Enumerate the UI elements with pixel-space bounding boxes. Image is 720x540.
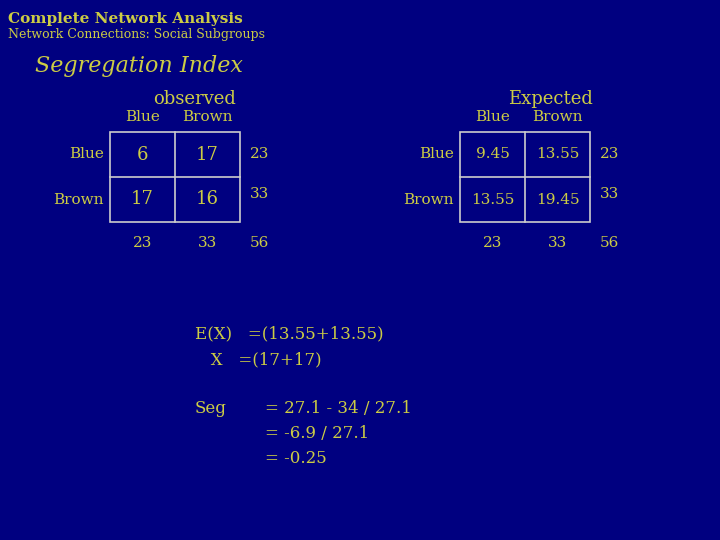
Text: 13.55: 13.55 (536, 147, 579, 161)
Text: 33: 33 (250, 187, 269, 201)
Text: 23: 23 (600, 147, 619, 161)
Text: Seg: Seg (195, 400, 227, 417)
Text: Brown: Brown (403, 192, 454, 206)
Text: 56: 56 (600, 236, 619, 250)
Text: 9.45: 9.45 (476, 147, 510, 161)
Text: 19.45: 19.45 (536, 192, 580, 206)
Text: 17: 17 (131, 191, 154, 208)
Text: 16: 16 (196, 191, 219, 208)
Text: observed: observed (153, 90, 236, 108)
Text: = -0.25: = -0.25 (265, 450, 327, 467)
Text: 56: 56 (250, 236, 269, 250)
Text: Blue: Blue (475, 110, 510, 124)
Bar (460, 132, 590, 222)
Text: = 27.1 - 34 / 27.1: = 27.1 - 34 / 27.1 (265, 400, 412, 417)
Bar (110, 132, 240, 222)
Text: Brown: Brown (182, 110, 233, 124)
Text: Blue: Blue (125, 110, 160, 124)
Text: 23: 23 (483, 236, 502, 250)
Text: 13.55: 13.55 (471, 192, 514, 206)
Text: Expected: Expected (508, 90, 593, 108)
Text: Network Connections: Social Subgroups: Network Connections: Social Subgroups (8, 28, 265, 41)
Text: E(X)   =(13.55+13.55): E(X) =(13.55+13.55) (195, 325, 384, 342)
Text: 33: 33 (600, 187, 619, 201)
Text: Brown: Brown (532, 110, 582, 124)
Text: = -6.9 / 27.1: = -6.9 / 27.1 (265, 425, 369, 442)
Text: 33: 33 (198, 236, 217, 250)
Text: Complete Network Analysis: Complete Network Analysis (8, 12, 243, 26)
Text: 17: 17 (196, 145, 219, 164)
Text: Segregation Index: Segregation Index (35, 55, 243, 77)
Text: Blue: Blue (419, 147, 454, 161)
Text: Blue: Blue (69, 147, 104, 161)
Text: 33: 33 (548, 236, 567, 250)
Text: Brown: Brown (53, 192, 104, 206)
Text: 23: 23 (250, 147, 269, 161)
Text: X   =(17+17): X =(17+17) (195, 351, 322, 368)
Text: 6: 6 (137, 145, 148, 164)
Text: 23: 23 (132, 236, 152, 250)
